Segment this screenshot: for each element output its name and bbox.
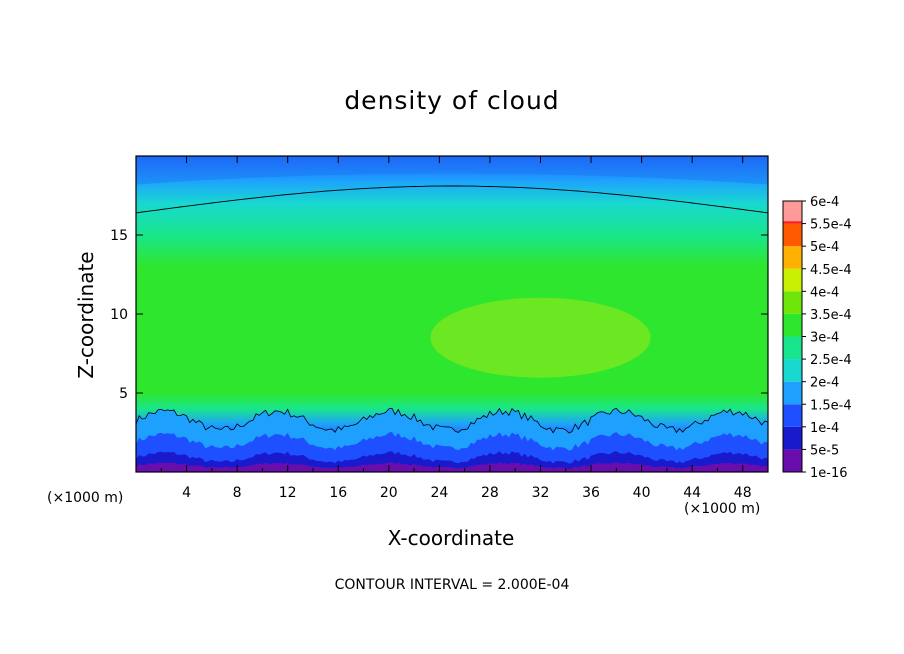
density-field: [136, 156, 768, 472]
colorbar-label: 1e-4: [810, 421, 839, 436]
upper-contour-line: [136, 185, 768, 214]
colorbar: 1e-16 5e-5 1e-4 1.5e-4 2e-4 2.5e-4 3e-4 3.5e-4 4…: [782, 195, 852, 481]
colorbar-label: 2e-4: [810, 376, 839, 391]
colorbar-label: 4e-4: [810, 285, 839, 300]
chart-title: density of cloud: [344, 86, 560, 115]
colorbar-label: 3e-4: [810, 331, 839, 346]
x-tick-label: 24: [430, 485, 448, 501]
x-tick-label: 36: [582, 485, 600, 501]
colorbar-swatch: [783, 404, 802, 427]
colorbar-label: 3.5e-4: [810, 308, 852, 323]
colorbar-swatch: [783, 359, 802, 382]
contour-interval-note: CONTOUR INTERVAL = 2.000E-04: [334, 577, 570, 593]
density-maximum-region: [430, 297, 651, 378]
x-tick-label: 28: [481, 485, 499, 501]
colorbar-swatch: [783, 201, 802, 222]
lowest-density-band: [136, 462, 768, 472]
colorbar-swatch: [783, 426, 802, 450]
colorbar-swatch: [783, 291, 802, 314]
x-tick-label: 32: [532, 485, 550, 501]
colorbar-label: 5e-5: [810, 443, 839, 458]
x-tick-label: 20: [380, 485, 398, 501]
x-tick-label: 48: [734, 485, 752, 501]
density-field-fill: [136, 156, 768, 472]
x-units-label-left: (×1000 m): [47, 490, 124, 506]
colorbar-label: 1.5e-4: [810, 398, 852, 413]
x-tick-label: 12: [279, 485, 297, 501]
colorbar-swatch: [783, 313, 802, 337]
colorbar-label: 5e-4: [810, 240, 839, 255]
colorbar-label: 1e-16: [810, 466, 848, 481]
colorbar-label: 2.5e-4: [810, 353, 852, 368]
y-tick-label: 5: [119, 386, 128, 402]
y-tick-label: 15: [110, 228, 128, 244]
colorbar-swatch: [783, 449, 802, 472]
colorbar-swatch: [783, 336, 802, 360]
colorbar-swatch: [783, 246, 802, 269]
y-tick-label: 10: [110, 307, 128, 323]
x-tick-label: 16: [329, 485, 347, 501]
colorbar-swatch: [783, 223, 802, 247]
x-tick-label: 8: [233, 485, 242, 501]
colorbar-swatch: [783, 268, 802, 292]
x-axis-label: X-coordinate: [387, 526, 515, 550]
x-tick-label: 44: [683, 485, 701, 501]
colorbar-swatch: [783, 381, 802, 405]
x-tick-label: 4: [182, 485, 191, 501]
colorbar-label: 5.5e-4: [810, 218, 852, 233]
colorbar-label: 4.5e-4: [810, 263, 852, 278]
x-tick-label: 40: [633, 485, 651, 501]
colorbar-label: 6e-4: [810, 195, 839, 210]
x-units-label-right: (×1000 m): [684, 501, 761, 517]
upper-low-density-region: [136, 156, 768, 185]
lower-contour-line: [136, 407, 768, 434]
